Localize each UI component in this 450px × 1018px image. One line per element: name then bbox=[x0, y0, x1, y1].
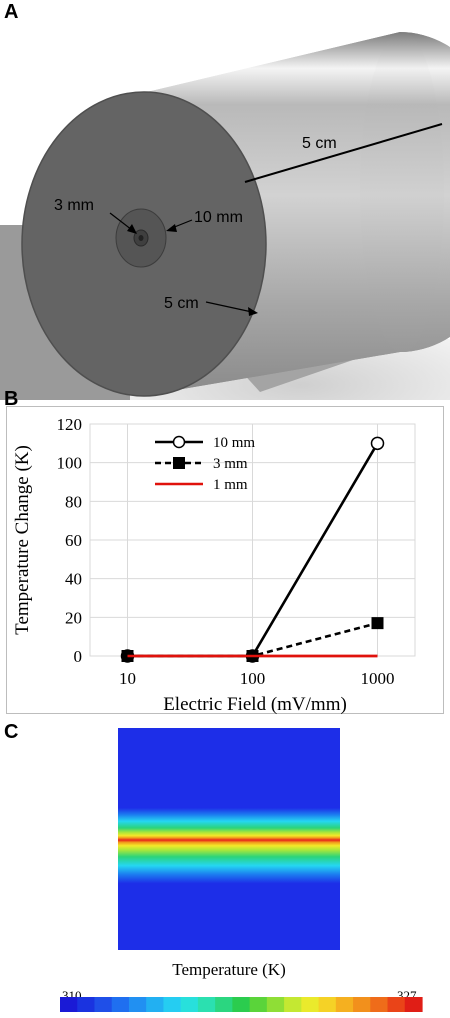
colorbar-swatch bbox=[77, 997, 96, 1012]
temperature-heatmap: Temperature (K) 310 327 bbox=[60, 728, 423, 1012]
colorbar-swatch bbox=[232, 997, 251, 1012]
colorbar-swatch bbox=[128, 997, 147, 1012]
colorbar-swatch bbox=[301, 997, 320, 1012]
y-tick-label: 60 bbox=[65, 531, 82, 550]
colorbar-swatch bbox=[249, 997, 268, 1012]
legend-marker bbox=[172, 435, 186, 449]
x-tick-label: 1000 bbox=[361, 669, 395, 688]
colorbar-title: Temperature (K) bbox=[172, 960, 286, 979]
length-dimension-line bbox=[244, 123, 443, 183]
heatmap-field bbox=[118, 728, 340, 950]
x-axis-label: Electric Field (mV/mm) bbox=[163, 694, 347, 715]
y-tick-label: 100 bbox=[57, 454, 83, 473]
panel-letter-c: C bbox=[4, 721, 19, 743]
panel-letter-a: A bbox=[4, 1, 19, 23]
inner-diameter-label: 3 mm bbox=[54, 197, 94, 214]
panel-c: Temperature (K) 310 327 bbox=[0, 720, 450, 1013]
legend-label: 1 mm bbox=[213, 477, 248, 493]
colorbar-swatch bbox=[353, 997, 371, 1012]
cylinder-illustration: 5 cm 5 cm 3 mm 10 mm bbox=[0, 32, 450, 400]
panel-letter-b: B bbox=[4, 388, 19, 410]
colorbar-swatch bbox=[60, 997, 78, 1012]
colorbar bbox=[60, 997, 423, 1012]
inner-arrowhead bbox=[127, 224, 137, 234]
x-tick-label: 100 bbox=[240, 669, 266, 688]
legend-marker bbox=[173, 457, 185, 469]
colorbar-swatch bbox=[335, 997, 354, 1012]
colorbar-swatch bbox=[266, 997, 285, 1012]
colorbar-swatch bbox=[370, 997, 389, 1012]
colorbar-swatch bbox=[284, 997, 302, 1012]
data-point-marker bbox=[370, 436, 385, 451]
outer-arrowhead bbox=[166, 224, 177, 232]
chart-frame bbox=[6, 406, 444, 714]
colorbar-swatch bbox=[197, 997, 216, 1012]
data-point-marker bbox=[371, 617, 384, 630]
y-tick-label: 80 bbox=[65, 492, 82, 511]
colorbar-swatch bbox=[387, 997, 406, 1012]
y-tick-label: 20 bbox=[65, 608, 82, 627]
outer-diameter-label: 10 mm bbox=[194, 209, 243, 226]
colorbar-swatch bbox=[163, 997, 182, 1012]
colorbar-swatch bbox=[180, 997, 199, 1012]
legend-label: 3 mm bbox=[213, 456, 248, 472]
colorbar-swatch bbox=[146, 997, 165, 1012]
colorbar-swatch bbox=[404, 997, 423, 1012]
temperature-change-chart: 0 20 40 60 80 100 120 10 100 1000 10 mm 3 mm 1 mm T… bbox=[12, 415, 416, 715]
y-tick-label: 40 bbox=[65, 570, 82, 589]
colorbar-swatch bbox=[111, 997, 130, 1012]
y-tick-label: 0 bbox=[74, 647, 83, 666]
colorbar-swatch bbox=[215, 997, 233, 1012]
y-axis-label: Temperature Change (K) bbox=[12, 445, 33, 635]
diameter-arrowhead bbox=[248, 307, 258, 316]
y-tick-label: 120 bbox=[57, 415, 83, 434]
colorbar-swatch bbox=[94, 997, 113, 1012]
colorbar-swatch bbox=[318, 997, 337, 1012]
legend-label: 10 mm bbox=[213, 435, 255, 451]
x-tick-label: 10 bbox=[119, 669, 136, 688]
diameter-label: 5 cm bbox=[164, 295, 199, 312]
panel-a: 5 cm 5 cm 3 mm 10 mm bbox=[0, 0, 450, 400]
length-label: 5 cm bbox=[302, 135, 337, 152]
